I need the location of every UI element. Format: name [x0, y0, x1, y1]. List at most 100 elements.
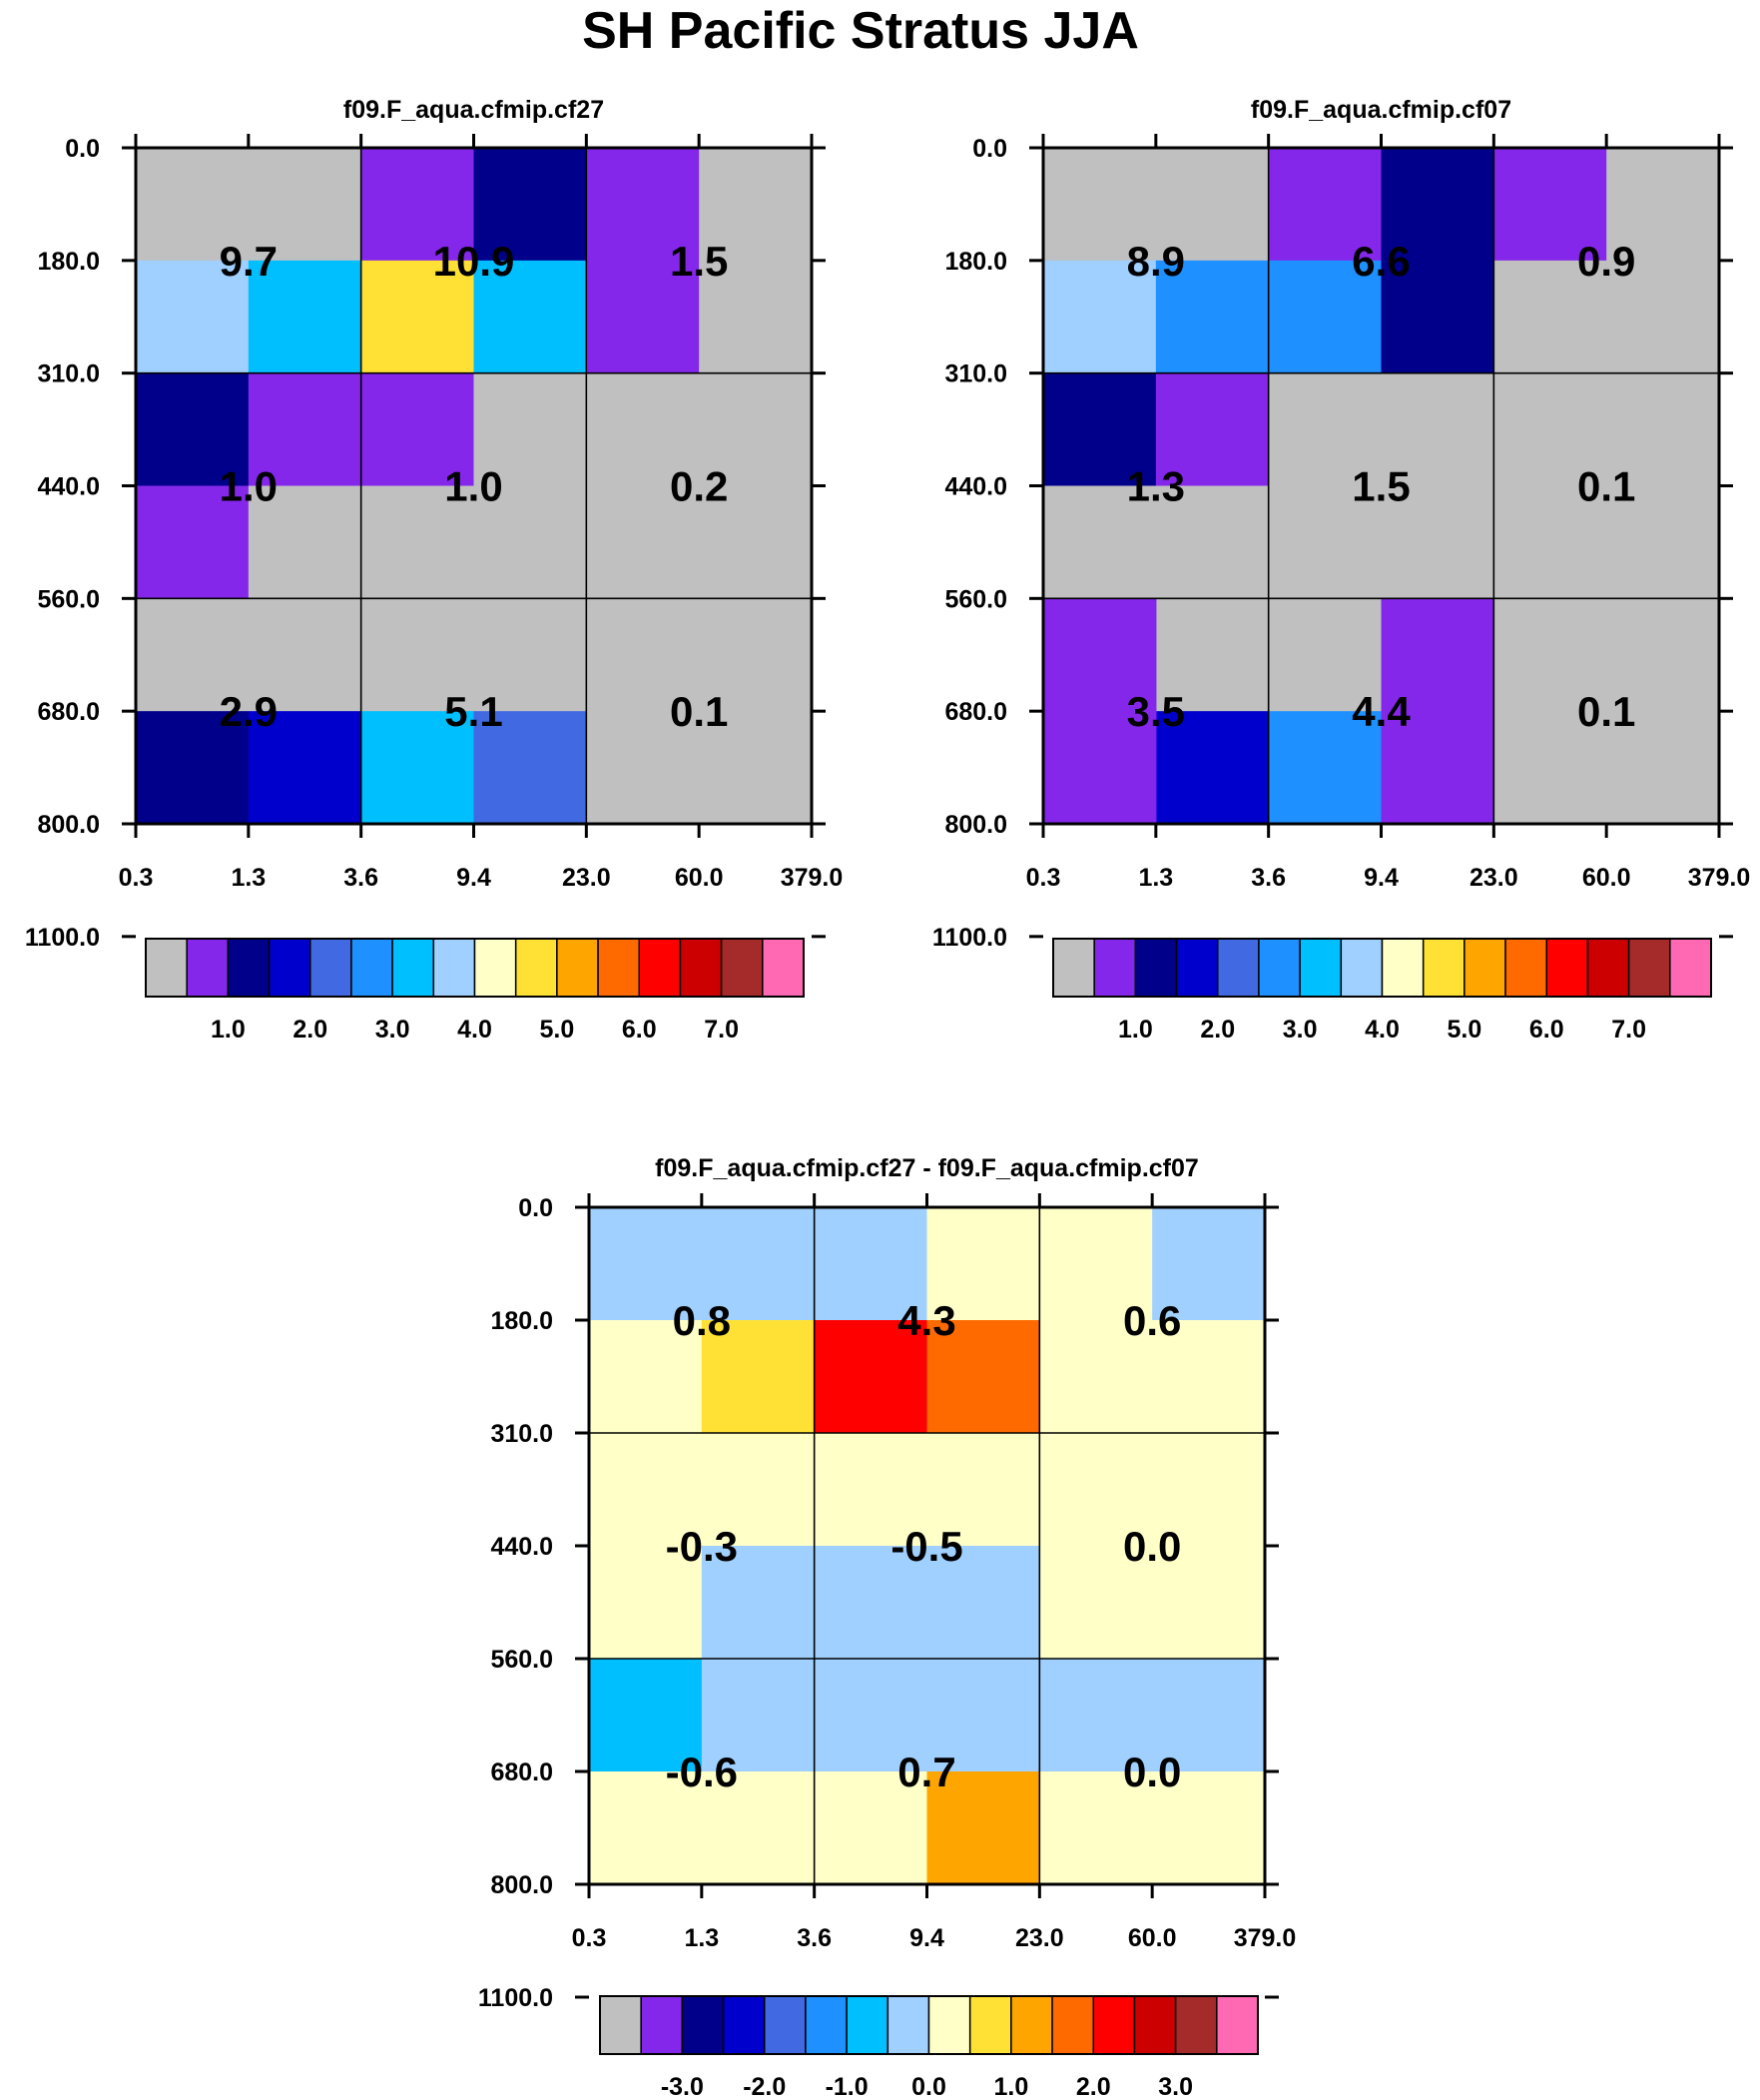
colorbar-label: 7.0 [1611, 1016, 1646, 1044]
heatmap-cell [814, 1320, 928, 1434]
heatmap-cell [1606, 485, 1720, 599]
block-value-label: 1.5 [1352, 463, 1410, 510]
colorbar-swatch [927, 1995, 971, 2055]
heatmap-cell [589, 1433, 703, 1547]
x-tick-label: 3.6 [797, 1924, 832, 1952]
heatmap-cell [248, 372, 362, 487]
heatmap-cell [1493, 372, 1607, 487]
colorbar-swatch [1052, 938, 1095, 998]
colorbar-swatch [1504, 938, 1547, 998]
y-tick-label: 560.0 [490, 1646, 553, 1674]
x-tick-label: 0.3 [119, 864, 154, 892]
heatmap-cell [1493, 711, 1607, 825]
panel-title: f09.F_aqua.cfmip.cf27 - f09.F_aqua.cfmip… [655, 1154, 1199, 1182]
block-value-label: 0.0 [1123, 1523, 1181, 1570]
y-tick-label: 680.0 [944, 698, 1007, 726]
heatmap-cell [1606, 148, 1720, 262]
colorbar-swatch [1627, 938, 1671, 998]
heatmap-cell [586, 711, 700, 825]
x-tick-label: 60.0 [1582, 864, 1631, 892]
panel-cf07: f09.F_aqua.cfmip.cf07 0.3 1.3 3.6 9.4 23.0 60.… [932, 96, 1750, 1044]
colorbar-label: 4.0 [1365, 1016, 1400, 1044]
heatmap-cell [701, 1771, 816, 1885]
colorbar-swatch [1586, 938, 1630, 998]
heatmap-cell [473, 711, 587, 825]
heatmap-cell [1493, 598, 1607, 712]
block-value-label: 10.9 [433, 238, 515, 285]
heatmap-cell [589, 1207, 703, 1321]
colorbar-label: 7.0 [704, 1016, 739, 1044]
heatmap-cell [136, 598, 250, 712]
y-tick-label: 310.0 [37, 360, 100, 388]
heatmap-cell [1381, 711, 1494, 825]
heatmap-cell [586, 485, 700, 599]
heatmap-cell [248, 598, 362, 712]
heatmap-cell [1493, 260, 1607, 374]
heatmap-cell [926, 1771, 1040, 1885]
block-value-label: 0.0 [1123, 1749, 1181, 1795]
heatmap-cell [1043, 260, 1157, 374]
colorbar-swatch [1010, 1995, 1053, 2055]
y-tick-label: 310.0 [490, 1420, 553, 1448]
colorbar-swatch [640, 1995, 684, 2055]
heatmap-cell [360, 148, 475, 262]
heatmap-cell [1039, 1207, 1153, 1321]
heatmap-cell [1381, 260, 1494, 374]
colorbar-label: 2.0 [293, 1016, 327, 1044]
heatmap-cell [360, 711, 475, 825]
heatmap-cell [586, 598, 700, 712]
colorbar-swatch [1422, 938, 1466, 998]
heatmap-cell [473, 598, 587, 712]
colorbar-swatch [514, 938, 558, 998]
y-tick-label: 680.0 [490, 1758, 553, 1786]
heatmap-cell [1606, 260, 1720, 374]
colorbar-swatch [1216, 1995, 1259, 2055]
heatmap-cell [701, 1320, 816, 1434]
heatmap-cell [248, 260, 362, 374]
heatmap-cell [926, 1546, 1040, 1660]
colorbar-swatch [309, 938, 352, 998]
colorbar-label: 2.0 [1076, 2073, 1111, 2100]
colorbar-swatch [1217, 938, 1260, 998]
heatmap-cell [1043, 485, 1157, 599]
colorbar-swatch [391, 938, 435, 998]
colorbar-swatch [886, 1995, 930, 2055]
colorbar-swatch [186, 938, 230, 998]
block-value-label: 8.9 [1127, 238, 1185, 285]
heatmap-cell [1268, 148, 1383, 262]
block-value-label: 0.1 [1577, 688, 1635, 735]
heatmap-cell [926, 1433, 1040, 1547]
heatmap-cell [1152, 1433, 1266, 1547]
heatmap-cell [1155, 372, 1270, 487]
heatmap-cell-overlay [926, 1659, 1040, 1771]
heatmap-cell [1039, 1771, 1153, 1885]
colorbar-swatch [762, 938, 805, 998]
x-tick-label: 379.0 [781, 864, 844, 892]
heatmap-cell [473, 485, 587, 599]
heatmap-cell [1381, 372, 1494, 487]
colorbar-swatch [1258, 938, 1301, 998]
y-tick-label: 0.0 [518, 1194, 553, 1222]
heatmap-cell [136, 485, 250, 599]
heatmap-cell [136, 260, 250, 374]
heatmap-cell [1606, 711, 1720, 825]
block-value-label: 1.5 [670, 238, 728, 285]
colorbar-label: -3.0 [661, 2073, 704, 2100]
colorbar-swatch [432, 938, 476, 998]
block-value-label: 6.6 [1352, 238, 1410, 285]
heatmap-cell [586, 260, 700, 374]
colorbar-swatch [1174, 1995, 1218, 2055]
y-tick-label: 180.0 [944, 248, 1007, 276]
x-tick-label: 3.6 [1251, 864, 1286, 892]
colorbar-frame [599, 1995, 1259, 2055]
heatmap-cell [699, 148, 813, 262]
x-tick-label: 23.0 [1015, 1924, 1064, 1952]
heatmap-cell [248, 711, 362, 825]
heatmap-cell [1268, 598, 1383, 712]
colorbar-swatch [1092, 1995, 1136, 2055]
heatmap-cell [701, 1546, 816, 1660]
heatmap-cell [1043, 372, 1157, 487]
heatmap-cell [1155, 148, 1270, 262]
heatmap-cell-overlay [701, 1659, 816, 1771]
heatmap-cell-overlay [814, 1659, 928, 1771]
